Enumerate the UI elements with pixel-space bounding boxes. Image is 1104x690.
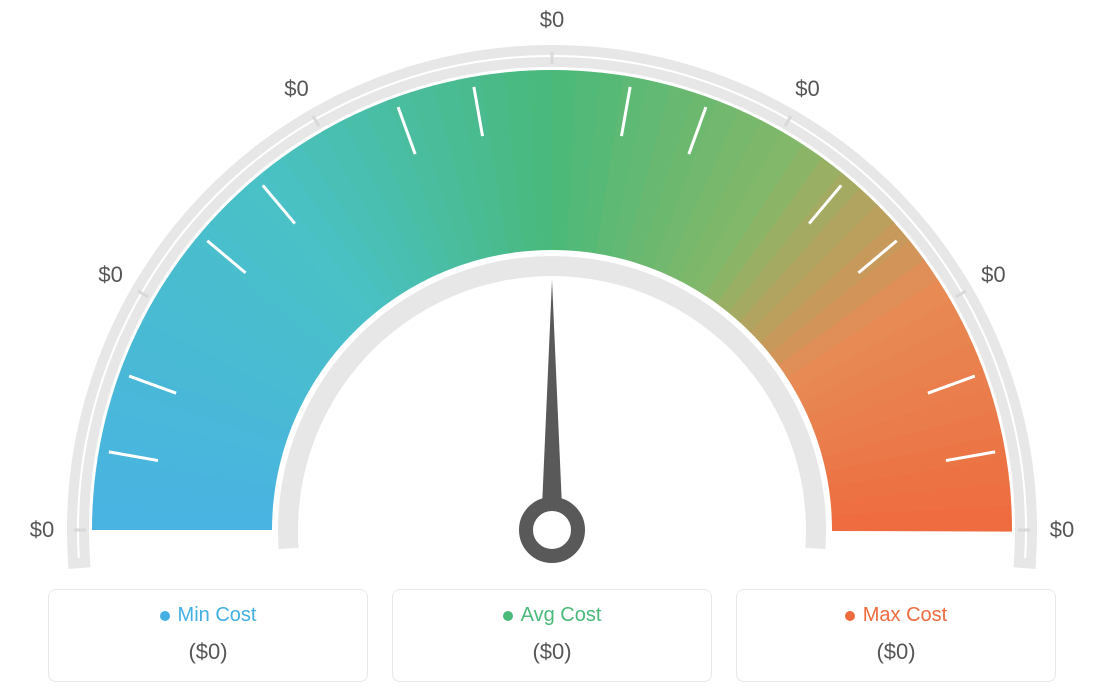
legend-title: Max Cost xyxy=(845,604,947,627)
legend-card-avg: Avg Cost ($0) xyxy=(392,589,712,682)
legend-card-max: Max Cost ($0) xyxy=(736,589,1056,682)
gauge-tick-label: $0 xyxy=(1050,517,1074,543)
legend-dot-icon xyxy=(160,611,170,621)
gauge-tick-label: $0 xyxy=(284,76,308,102)
legend-dot-icon xyxy=(845,611,855,621)
gauge-needle xyxy=(541,280,563,530)
cost-gauge-chart: $0 $0 $0 $0 $0 $0 $0 Min Cost ($0) Avg Cost ($… xyxy=(0,0,1104,690)
gauge-needle-hub xyxy=(526,504,578,556)
legend-title: Min Cost xyxy=(160,604,257,627)
gauge-tick-label: $0 xyxy=(795,76,819,102)
legend-dot-icon xyxy=(503,611,513,621)
legend-label: Min Cost xyxy=(178,604,257,627)
legend-label: Avg Cost xyxy=(521,604,602,627)
gauge-tick-label: $0 xyxy=(30,517,54,543)
gauge-svg xyxy=(42,10,1062,570)
legend-value: ($0) xyxy=(747,639,1045,665)
gauge-tick-label: $0 xyxy=(540,7,564,33)
gauge-tick-label: $0 xyxy=(98,262,122,288)
legend-title: Avg Cost xyxy=(503,604,602,627)
legend-value: ($0) xyxy=(59,639,357,665)
gauge-tick-label: $0 xyxy=(981,262,1005,288)
legend-row: Min Cost ($0) Avg Cost ($0) Max Cost ($0… xyxy=(0,589,1104,682)
gauge-area: $0$0$0$0$0$0$0 xyxy=(42,10,1062,570)
legend-card-min: Min Cost ($0) xyxy=(48,589,368,682)
legend-value: ($0) xyxy=(403,639,701,665)
legend-label: Max Cost xyxy=(863,604,947,627)
